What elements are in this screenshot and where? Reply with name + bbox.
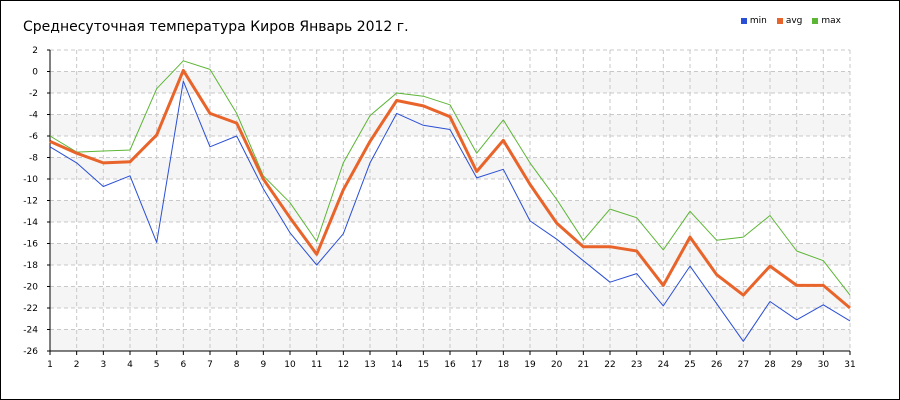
x-tick-label: 1: [47, 360, 53, 370]
x-tick-label: 11: [311, 360, 322, 370]
x-tick-label: 10: [284, 360, 296, 370]
y-tick-label: -26: [23, 347, 38, 357]
x-tick-label: 13: [364, 360, 375, 370]
x-tick-label: 28: [764, 360, 776, 370]
chart-legend: min avg max: [740, 16, 841, 26]
x-tick-label: 21: [578, 360, 589, 370]
legend-item-max: max: [812, 16, 841, 26]
series-line-max: [49, 60, 851, 296]
plot-band: [50, 71, 850, 93]
y-tick-label: -10: [23, 175, 38, 185]
x-tick-label: 29: [791, 360, 803, 370]
y-tick-label: -22: [23, 304, 38, 314]
x-tick-label: 15: [418, 360, 429, 370]
x-tick-label: 26: [711, 360, 723, 370]
y-tick-label: -14: [23, 218, 38, 228]
x-tick-label: 5: [154, 360, 160, 370]
x-tick-label: 17: [471, 360, 482, 370]
x-tick-label: 24: [658, 360, 670, 370]
x-tick-label: 2: [74, 360, 80, 370]
plot-band: [50, 114, 850, 136]
y-tick-label: 2: [32, 46, 38, 56]
legend-label: min: [749, 16, 767, 26]
legend-item-avg: avg: [776, 16, 803, 26]
y-tick-label: -4: [29, 111, 38, 121]
x-tick-label: 19: [524, 360, 536, 370]
y-tick-label: -18: [23, 261, 38, 271]
x-tick-label: 12: [338, 360, 349, 370]
x-tick-label: 20: [551, 360, 563, 370]
series-line-avg: [49, 68, 851, 310]
x-tick-label: 6: [180, 360, 186, 370]
x-tick-label: 8: [234, 360, 240, 370]
legend-label: max: [821, 16, 841, 26]
legend-item-min: min: [740, 16, 767, 26]
legend-swatch: [740, 18, 747, 24]
x-tick-label: 7: [207, 360, 213, 370]
series-line-min: [49, 80, 851, 342]
x-tick-label: 27: [738, 360, 749, 370]
y-tick-label: -20: [23, 283, 38, 293]
x-tick-label: 31: [844, 360, 855, 370]
y-tick-label: -12: [23, 197, 38, 207]
x-tick-label: 30: [818, 360, 830, 370]
chart-title: Среднесуточная температура Киров Январь …: [23, 19, 409, 35]
x-tick-label: 22: [604, 360, 615, 370]
y-tick-label: -24: [23, 326, 38, 336]
x-tick-label: 3: [100, 360, 106, 370]
x-tick-label: 16: [444, 360, 456, 370]
x-tick-label: 14: [391, 360, 403, 370]
x-tick-label: 9: [260, 360, 266, 370]
legend-label: avg: [785, 16, 803, 26]
y-tick-label: 0: [32, 68, 38, 78]
x-tick-label: 18: [498, 360, 510, 370]
y-tick-label: -2: [29, 89, 38, 99]
x-tick-label: 23: [631, 360, 642, 370]
y-tick-label: -6: [29, 132, 38, 142]
y-tick-label: -8: [29, 154, 38, 164]
x-tick-label: 25: [684, 360, 695, 370]
legend-swatch: [776, 18, 783, 24]
y-tick-label: -16: [23, 240, 38, 250]
x-tick-label: 4: [127, 360, 133, 370]
legend-swatch: [812, 18, 819, 24]
